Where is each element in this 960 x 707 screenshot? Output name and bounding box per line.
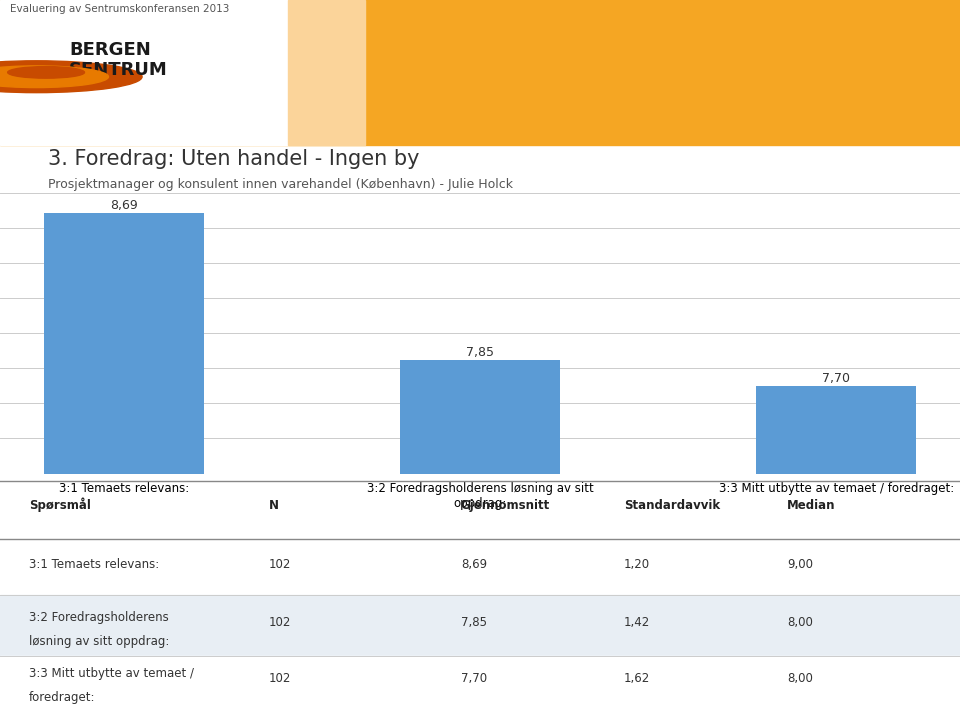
Text: Evaluering av Sentrumskonferansen 2013: Evaluering av Sentrumskonferansen 2013 <box>10 4 229 14</box>
Text: 102: 102 <box>269 558 291 571</box>
Text: 8,00: 8,00 <box>787 672 813 685</box>
Bar <box>0 539 960 595</box>
Circle shape <box>8 66 84 78</box>
Text: Median: Median <box>787 498 836 512</box>
Text: 9,00: 9,00 <box>787 558 813 571</box>
Bar <box>400 360 560 707</box>
Bar <box>43 213 204 707</box>
Text: Standardavvik: Standardavvik <box>624 498 720 512</box>
Text: 102: 102 <box>269 672 291 685</box>
Text: løsning av sitt oppdrag:: løsning av sitt oppdrag: <box>29 635 169 648</box>
Text: Gjennomsnitt: Gjennomsnitt <box>461 498 550 512</box>
Bar <box>0 655 960 707</box>
Text: N: N <box>269 498 278 512</box>
Text: 3. Foredrag: Uten handel - Ingen by: 3. Foredrag: Uten handel - Ingen by <box>48 148 420 169</box>
Bar <box>756 386 917 707</box>
Circle shape <box>0 61 142 93</box>
Text: 102: 102 <box>269 616 291 629</box>
Text: 8,69: 8,69 <box>109 199 137 211</box>
Text: Spørsmål: Spørsmål <box>29 498 90 513</box>
Text: BERGEN
SENTRUM: BERGEN SENTRUM <box>69 40 168 78</box>
Text: 8,00: 8,00 <box>787 616 813 629</box>
Text: Prosjektmanager og konsulent innen varehandel (København) - Julie Holck: Prosjektmanager og konsulent innen vareh… <box>48 178 513 191</box>
Bar <box>0 595 960 655</box>
Text: 1,20: 1,20 <box>624 558 650 571</box>
Bar <box>0 0 288 145</box>
Circle shape <box>0 66 108 88</box>
Text: 7,70: 7,70 <box>822 372 851 385</box>
Text: 7,85: 7,85 <box>466 346 494 358</box>
Text: 3:3 Mitt utbytte av temaet /: 3:3 Mitt utbytte av temaet / <box>29 667 194 680</box>
Bar <box>288 0 365 145</box>
Text: 3:2 Foredragsholderens: 3:2 Foredragsholderens <box>29 612 169 624</box>
Text: 1,42: 1,42 <box>624 616 650 629</box>
Text: foredraget:: foredraget: <box>29 691 95 703</box>
Text: 7,70: 7,70 <box>461 672 487 685</box>
Text: 3:1 Temaets relevans:: 3:1 Temaets relevans: <box>29 558 159 571</box>
Text: 8,69: 8,69 <box>461 558 487 571</box>
Text: 1,62: 1,62 <box>624 672 650 685</box>
Text: 7,85: 7,85 <box>461 616 487 629</box>
